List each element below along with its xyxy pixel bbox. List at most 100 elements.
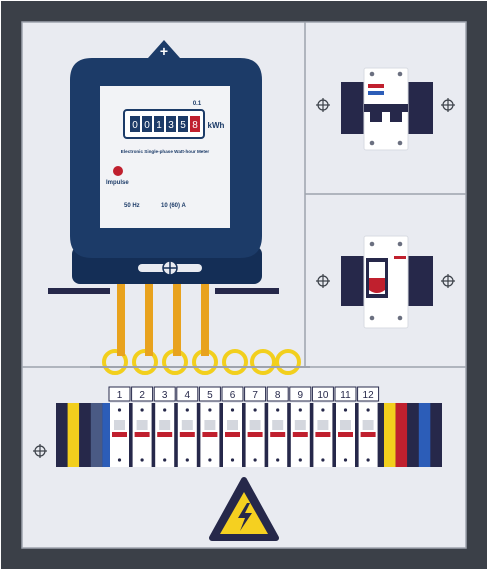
breaker-switch bbox=[338, 432, 353, 437]
meter-digit: 0 bbox=[144, 120, 150, 131]
breaker-screw-top bbox=[117, 408, 122, 412]
meter-digit-box bbox=[154, 116, 164, 132]
breaker-number: 11 bbox=[340, 390, 351, 401]
breaker-screw-top bbox=[298, 408, 302, 412]
breaker-switch bbox=[202, 432, 218, 437]
breaker-number: 10 bbox=[317, 390, 329, 401]
terminal-left bbox=[67, 403, 80, 467]
breaker-window bbox=[272, 420, 284, 430]
breaker-switch bbox=[157, 432, 173, 437]
breaker-screw-top bbox=[366, 408, 370, 412]
breaker-screw-top bbox=[343, 408, 348, 412]
breaker-number-box bbox=[289, 386, 312, 402]
crosshair-screw-icon bbox=[316, 98, 330, 112]
breaker-window bbox=[249, 420, 261, 430]
crosshair-screw-icon bbox=[441, 98, 455, 112]
breaker-window bbox=[181, 420, 193, 430]
crosshair-screw-icon bbox=[316, 274, 330, 288]
meter-current-rating: 10 (60) A bbox=[161, 203, 186, 209]
breaker-screw-bottom bbox=[343, 458, 348, 462]
breaker-screw-top bbox=[321, 408, 325, 412]
breaker-window bbox=[159, 420, 171, 430]
breaker-number-box bbox=[108, 386, 131, 402]
breaker-row: 1 2 3 4 5 6 7 8 9 10 11 12 bbox=[56, 386, 442, 467]
breaker-red-indicator bbox=[368, 84, 384, 88]
breaker-screws bbox=[369, 71, 403, 146]
electric-meter: + 0.1 0 0 1 3 5 8 kWh Electronic Single-… bbox=[48, 40, 310, 375]
breaker-switch bbox=[179, 432, 195, 437]
meter-digit: 5 bbox=[180, 120, 186, 131]
breaker-number-box bbox=[244, 386, 267, 402]
breaker-screw-bottom bbox=[208, 458, 212, 462]
breaker-number-box bbox=[266, 386, 289, 402]
meter-unit: kWh bbox=[208, 121, 225, 130]
breaker-screw-bottom bbox=[185, 458, 189, 462]
breaker-number: 2 bbox=[139, 390, 145, 401]
meter-digit-box bbox=[166, 116, 176, 132]
breaker-number-box bbox=[357, 386, 380, 402]
breaker-window bbox=[204, 420, 216, 430]
breaker-screw-top bbox=[230, 408, 235, 412]
breaker-switch bbox=[247, 432, 263, 437]
meter-digit: 3 bbox=[168, 120, 174, 131]
breaker-screw-bottom bbox=[253, 458, 257, 462]
meter-top-screw-icon: + bbox=[160, 43, 168, 59]
breaker-screw-bottom bbox=[230, 458, 235, 462]
breaker-screw-bottom bbox=[140, 458, 144, 462]
breaker-screw-top bbox=[163, 408, 167, 412]
rcd-breaker bbox=[341, 235, 433, 329]
rcd-red-indicator bbox=[394, 256, 406, 259]
high-voltage-warning-icon bbox=[209, 477, 279, 541]
meter-digit: 0 bbox=[132, 120, 138, 131]
meter-frequency: 50 Hz bbox=[124, 203, 140, 209]
breaker-window bbox=[227, 420, 238, 430]
meter-wires bbox=[117, 284, 209, 356]
breaker-screw-bottom bbox=[276, 458, 280, 462]
breaker-window bbox=[294, 420, 306, 430]
breaker-switch bbox=[112, 432, 127, 437]
breaker-number-box bbox=[176, 386, 199, 402]
breaker-window bbox=[362, 420, 374, 430]
breaker-screw-bottom bbox=[366, 458, 370, 462]
breaker-screw-bottom bbox=[117, 458, 122, 462]
breaker-number-box bbox=[198, 386, 221, 402]
terminal-left bbox=[79, 403, 91, 467]
impulse-led bbox=[113, 166, 123, 176]
breaker-number: 5 bbox=[207, 390, 213, 401]
meter-multiplier: 0.1 bbox=[193, 101, 202, 107]
breaker-screw-top bbox=[208, 408, 212, 412]
terminal-left bbox=[102, 403, 114, 467]
breaker-number-box bbox=[153, 386, 176, 402]
breaker-screw-bottom bbox=[163, 458, 167, 462]
breaker-switch bbox=[360, 432, 376, 437]
coil-cover bbox=[90, 366, 310, 368]
meter-digit: 1 bbox=[156, 120, 162, 131]
breaker-screw-top bbox=[253, 408, 257, 412]
breaker-screw-bottom bbox=[321, 458, 325, 462]
breaker-screw-top bbox=[140, 408, 144, 412]
breaker-number: 4 bbox=[185, 390, 191, 401]
breaker-number: 3 bbox=[162, 390, 168, 401]
terminal-right bbox=[395, 403, 408, 467]
breaker-window bbox=[136, 420, 148, 430]
breaker-screw-top bbox=[276, 408, 280, 412]
terminal-right bbox=[384, 403, 396, 467]
meter-decimal-digit-box bbox=[190, 116, 200, 132]
breaker-number-box bbox=[311, 386, 334, 402]
breaker-switch bbox=[315, 432, 331, 437]
terminal-right bbox=[418, 403, 431, 467]
breaker-switch bbox=[292, 432, 308, 437]
breaker-switch bbox=[225, 432, 240, 437]
breaker-window bbox=[317, 420, 329, 430]
breaker-number: 7 bbox=[252, 390, 258, 401]
breaker-number-box bbox=[334, 386, 357, 402]
breaker-number: 1 bbox=[117, 390, 123, 401]
rcd-screws bbox=[369, 241, 403, 321]
breaker-window bbox=[114, 420, 125, 430]
breaker-switch bbox=[134, 432, 150, 437]
breaker-number: 8 bbox=[275, 390, 281, 401]
breaker-window bbox=[340, 420, 351, 430]
meter-digit-box bbox=[178, 116, 188, 132]
meter-digit-box bbox=[142, 116, 152, 132]
